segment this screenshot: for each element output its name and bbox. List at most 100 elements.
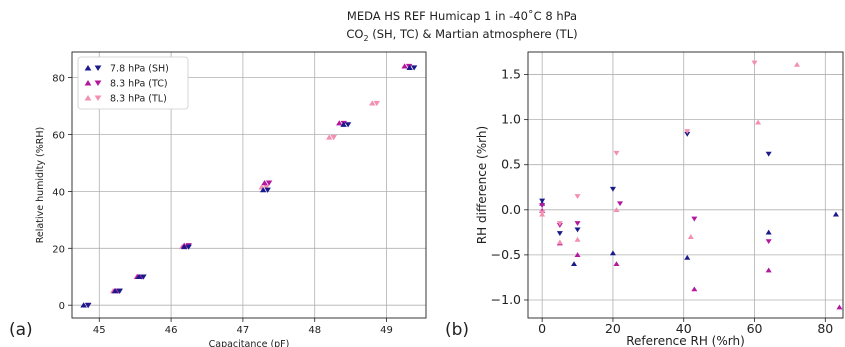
- chart-a-ytick-label: 20: [52, 244, 65, 255]
- chart-a-point-down: [140, 274, 147, 280]
- chart-a-point-down: [265, 180, 273, 186]
- chart-a-ytick-label: 60: [52, 131, 65, 142]
- chart-a-legend-label: 7.8 hPa (SH): [110, 64, 169, 75]
- chart-a-point-up: [180, 243, 188, 250]
- chart-a-ytick-label: 0: [59, 301, 65, 312]
- chart-b-point: [539, 210, 546, 216]
- chart-b-point: [574, 252, 581, 258]
- chart-b-xtick-label: 20: [605, 321, 621, 336]
- chart-b-point: [556, 221, 563, 227]
- chart-b-point: [765, 267, 772, 273]
- chart-a-point-down: [264, 187, 271, 193]
- chart-b-point: [765, 229, 772, 235]
- chart-b-point: [617, 201, 624, 207]
- panel-label-a: (a): [9, 320, 33, 340]
- chart-a-point-up: [112, 288, 119, 294]
- chart-b-point: [765, 239, 772, 245]
- chart-a-xtick-label: 48: [308, 325, 321, 336]
- chart-a-point-up: [406, 64, 413, 70]
- chart-a-point-down: [330, 135, 337, 141]
- chart-b-point: [832, 211, 839, 217]
- chart-b-xtick-label: 0: [538, 321, 546, 336]
- panel-label-b: (b): [445, 320, 469, 340]
- chart-b-point: [793, 61, 800, 67]
- figure-title-line1: MEDA HS REF Humicap 1 in -40˚C 8 hPa: [347, 8, 577, 23]
- chart-a-legend-marker-up: [84, 94, 92, 101]
- chart-a-legend-marker-down: [94, 95, 102, 102]
- chart-a-point-down: [116, 288, 123, 294]
- chart-b-y-axis-label: RH difference (%rh): [475, 126, 489, 244]
- chart-a-ytick-label: 80: [52, 74, 65, 85]
- title-rest: (SH, TC) & Martian atmosphere (TL): [369, 27, 578, 41]
- chart-a-xtick-label: 45: [93, 325, 106, 336]
- chart-a-point-up: [401, 63, 408, 69]
- chart-b-point: [556, 231, 563, 236]
- chart-b-point: [539, 198, 546, 204]
- chart-a-ytick-label: 40: [52, 187, 65, 198]
- chart-a-point-up: [135, 273, 143, 280]
- chart-b-point: [684, 129, 691, 135]
- chart-b-point: [613, 261, 620, 267]
- chart-b-point: [755, 119, 762, 125]
- chart-a-point-down: [185, 244, 192, 250]
- chart-a-x-axis-label: Capacitance (pF): [209, 339, 290, 347]
- chart-b-ytick-label: 1.5: [501, 67, 521, 82]
- chart-b-xtick-label: 60: [747, 321, 763, 336]
- chart-a-capacitance-vs-rh: 45 46 47 48 49 0 20 40 60 80 Capacitance (pF) Relat…: [35, 51, 427, 347]
- chart-b-point: [691, 216, 698, 222]
- chart-b-point: [684, 131, 691, 137]
- chart-a-plot-frame: [71, 51, 427, 319]
- chart-b-point: [613, 150, 620, 156]
- chart-a-legend-marker-up: [84, 79, 92, 86]
- chart-a-legend-marker-down: [94, 80, 102, 87]
- chart-a-xtick-label: 47: [237, 325, 250, 336]
- chart-b-point: [574, 236, 581, 242]
- chart-b-point: [571, 261, 578, 267]
- chart-b-point: [751, 60, 758, 66]
- chart-a-legend-label: 8.3 hPa (TC): [110, 79, 168, 90]
- chart-a-point-down: [84, 302, 92, 309]
- chart-b-point: [765, 151, 772, 157]
- chart-b-point: [691, 286, 698, 292]
- chart-b-point: [556, 239, 563, 245]
- chart-b-ytick-label: −0.5: [491, 247, 521, 262]
- chart-a-legend-marker-down: [94, 65, 102, 72]
- chart-b-point: [574, 221, 581, 227]
- chart-a-point-down: [373, 100, 381, 107]
- chart-b-point: [574, 194, 581, 199]
- chart-b-point: [574, 227, 581, 233]
- chart-a-point-up: [369, 100, 376, 106]
- chart-a-point-up: [340, 121, 347, 127]
- chart-b-rh-difference: 0 20 40 60 80 −1.0 −0.5 0.0 0.5 1.0 1.5 Reference R…: [475, 51, 844, 347]
- chart-a-legend-marker-up: [84, 64, 92, 71]
- chart-b-ytick-label: −1.0: [491, 292, 521, 307]
- chart-a-legend-box: [77, 56, 189, 110]
- chart-a-xtick-label: 46: [165, 325, 178, 336]
- figure-title-line2: CO2 (SH, TC) & Martian atmosphere (TL): [346, 27, 577, 43]
- chart-b-point: [684, 254, 691, 260]
- chart-b-point: [613, 207, 620, 212]
- chart-a-legend-label: 8.3 hPa (TL): [110, 94, 167, 105]
- title-co-label: CO: [346, 27, 363, 41]
- title-subscript: 2: [364, 34, 369, 43]
- chart-b-point: [539, 203, 546, 208]
- chart-a-point-down: [263, 184, 270, 191]
- chart-b-x-axis-label: Reference RH (%rh): [626, 334, 745, 347]
- chart-b-xtick-label: 80: [817, 321, 833, 336]
- chart-b-point: [609, 250, 616, 256]
- chart-a-point-down: [344, 122, 352, 128]
- chart-b-point: [836, 304, 843, 310]
- chart-b-point: [687, 234, 694, 240]
- chart-b-plot-frame: [527, 51, 844, 319]
- chart-a-point-up: [80, 302, 87, 308]
- chart-a-point-up: [259, 187, 267, 193]
- chart-b-ytick-label: 0.5: [501, 157, 521, 172]
- chart-b-point: [609, 186, 616, 192]
- chart-b-xtick-label: 40: [676, 321, 692, 336]
- chart-a-legend: 7.8 hPa (SH) 8.3 hPa (TC) 8.3 hPa (TL): [77, 56, 189, 110]
- chart-a-xtick-label: 49: [380, 325, 393, 336]
- chart-a-point-down: [410, 65, 418, 71]
- chart-b-ytick-label: 0.0: [501, 202, 521, 217]
- chart-b-ytick-label: 1.0: [501, 112, 521, 127]
- chart-a-y-axis-label: Relative humidity (%RH): [35, 127, 46, 244]
